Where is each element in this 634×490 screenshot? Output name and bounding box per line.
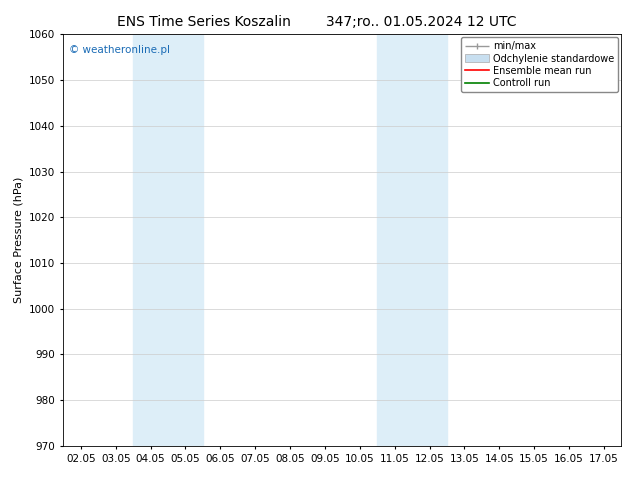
Bar: [133, 34, 203, 446]
Bar: [377, 34, 447, 446]
Y-axis label: Surface Pressure (hPa): Surface Pressure (hPa): [13, 177, 23, 303]
Text: ENS Time Series Koszalin        347;ro.. 01.05.2024 12 UTC: ENS Time Series Koszalin 347;ro.. 01.05.…: [117, 15, 517, 29]
Text: © weatheronline.pl: © weatheronline.pl: [69, 45, 170, 54]
Legend: min/max, Odchylenie standardowe, Ensemble mean run, Controll run: min/max, Odchylenie standardowe, Ensembl…: [461, 37, 618, 92]
